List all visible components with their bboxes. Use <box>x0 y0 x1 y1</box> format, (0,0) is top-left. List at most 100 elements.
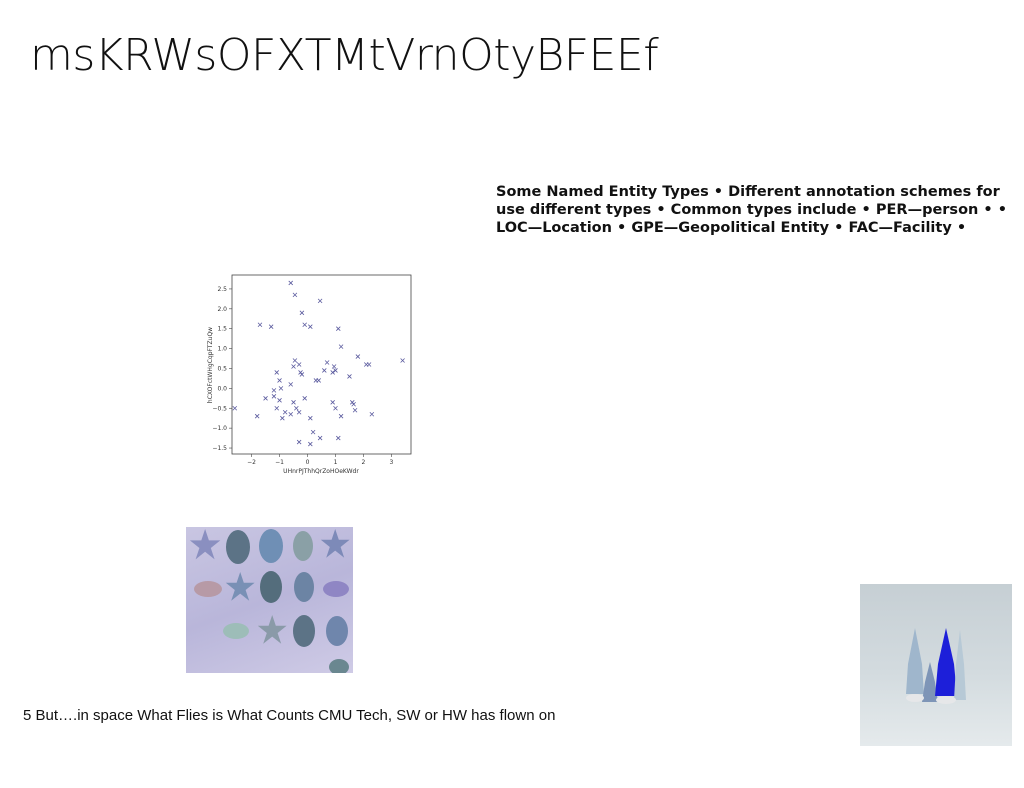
data-point <box>280 415 285 421</box>
bauble-ornament <box>194 581 222 597</box>
data-point <box>349 400 355 405</box>
data-point <box>355 354 361 359</box>
star-ornament <box>257 615 287 644</box>
data-point <box>254 413 260 419</box>
x-tick-label: −2 <box>247 459 256 466</box>
x-tick-label: 0 <box>306 459 310 466</box>
bauble-ornament <box>294 572 314 602</box>
star-ornament <box>225 572 255 601</box>
y-axis-label: hCXOFctWHgCqpFTZuQw <box>207 327 214 403</box>
data-point <box>369 411 375 417</box>
bauble-ornament <box>226 530 250 564</box>
data-point <box>338 413 344 419</box>
data-point <box>366 362 372 367</box>
data-point <box>302 322 308 328</box>
slide-title: msKRWsOFXTMtVrnOtyBFEEf <box>30 30 659 81</box>
data-point <box>291 400 296 405</box>
tree-base <box>906 694 924 702</box>
y-tick-label: 1.5 <box>217 326 227 333</box>
data-point <box>330 370 335 375</box>
y-tick-label: 0.5 <box>217 365 227 372</box>
data-point <box>317 435 323 441</box>
data-point <box>317 298 323 304</box>
data-point <box>232 405 238 411</box>
data-point <box>330 400 335 405</box>
bauble-ornament <box>260 571 282 603</box>
data-point <box>278 386 284 391</box>
bauble-ornament <box>323 581 349 597</box>
ornaments-illustration <box>189 529 350 673</box>
data-point <box>271 388 277 393</box>
tree-figure <box>954 630 966 700</box>
scatter-plot-svg: −2 −1 0 1 2 3 2.52.01.51.00.50.0−0.5−1.0−1.5 … <box>207 274 412 475</box>
y-tick-label: 2.0 <box>217 306 227 313</box>
data-point <box>331 364 337 369</box>
data-point <box>333 368 338 373</box>
y-tick-label: 0.0 <box>217 385 227 392</box>
data-point <box>299 372 305 377</box>
data-point <box>277 378 282 383</box>
data-point <box>288 382 294 387</box>
data-point <box>288 411 294 417</box>
bauble-ornament <box>293 615 315 647</box>
data-point <box>277 398 282 403</box>
data-points <box>232 280 405 447</box>
y-tick-label: 1.0 <box>217 346 227 353</box>
data-point <box>292 358 298 363</box>
x-axis-label: UHnrPJThhQrZoHOeKWdr <box>283 468 359 475</box>
bullet-item: GPE—Geopolitical Entity • <box>631 220 844 236</box>
tree-figure <box>935 628 957 696</box>
data-point <box>282 409 288 415</box>
y-tick-label: 2.5 <box>217 286 227 293</box>
x-axis: −2 −1 0 1 2 3 <box>247 454 394 466</box>
y-axis: 2.5 2.0 1.5 1.0 0.5 0.0 −0.5 −1.0 −1.5 <box>212 286 232 452</box>
data-point <box>274 370 280 375</box>
data-point <box>333 405 338 411</box>
data-point <box>291 364 296 369</box>
data-point <box>310 429 316 435</box>
data-point <box>400 358 405 363</box>
y-tick-label: −1.5 <box>212 445 227 452</box>
star-ornament <box>320 529 350 558</box>
data-point <box>347 374 352 379</box>
data-point <box>292 292 298 298</box>
x-tick-label: 2 <box>362 459 366 466</box>
bauble-ornament <box>329 659 349 673</box>
y-tick-label: −0.5 <box>212 405 227 412</box>
bullet-text: Some Named Entity Types • Different anno… <box>496 183 1011 237</box>
bullet-item: FAC—Facility • <box>848 220 967 236</box>
data-point <box>351 401 356 407</box>
data-point <box>296 409 302 415</box>
data-point <box>294 405 299 411</box>
data-point <box>299 310 305 316</box>
ornaments-photo <box>186 527 353 673</box>
data-point <box>296 362 302 367</box>
tree-figure <box>906 628 924 694</box>
data-point <box>338 344 344 349</box>
scatter-chart: −2 −1 0 1 2 3 2.5 2.0 1.5 1.0 0.5 0.0 −0.5 −1.0 −1.5 … <box>195 270 420 480</box>
data-point <box>324 360 330 365</box>
data-point <box>308 415 313 421</box>
y-tick-label: −1.0 <box>212 425 227 432</box>
data-point <box>268 324 274 329</box>
data-point <box>335 326 341 331</box>
tree-base <box>936 696 956 704</box>
data-point <box>302 396 308 401</box>
data-point <box>296 439 302 445</box>
data-point <box>263 396 268 401</box>
data-point <box>322 368 327 373</box>
footer-text: 5 But….in space What Flies is What Count… <box>23 707 556 724</box>
data-point <box>257 322 263 328</box>
trees-illustration <box>906 628 966 704</box>
tree-figure <box>922 662 938 702</box>
x-tick-label: 3 <box>390 459 394 466</box>
data-point <box>308 324 313 329</box>
data-point <box>271 394 277 399</box>
bullet-item: Common types include • <box>670 202 871 218</box>
plot-frame <box>231 274 412 455</box>
bullet-item: Different annotation schemes for use dif… <box>496 184 1000 218</box>
data-point <box>298 370 303 375</box>
bauble-ornament <box>223 623 249 639</box>
bullet-item: Some Named Entity Types • <box>496 184 724 200</box>
bullet-item: • LOC—Location • <box>496 202 1008 236</box>
